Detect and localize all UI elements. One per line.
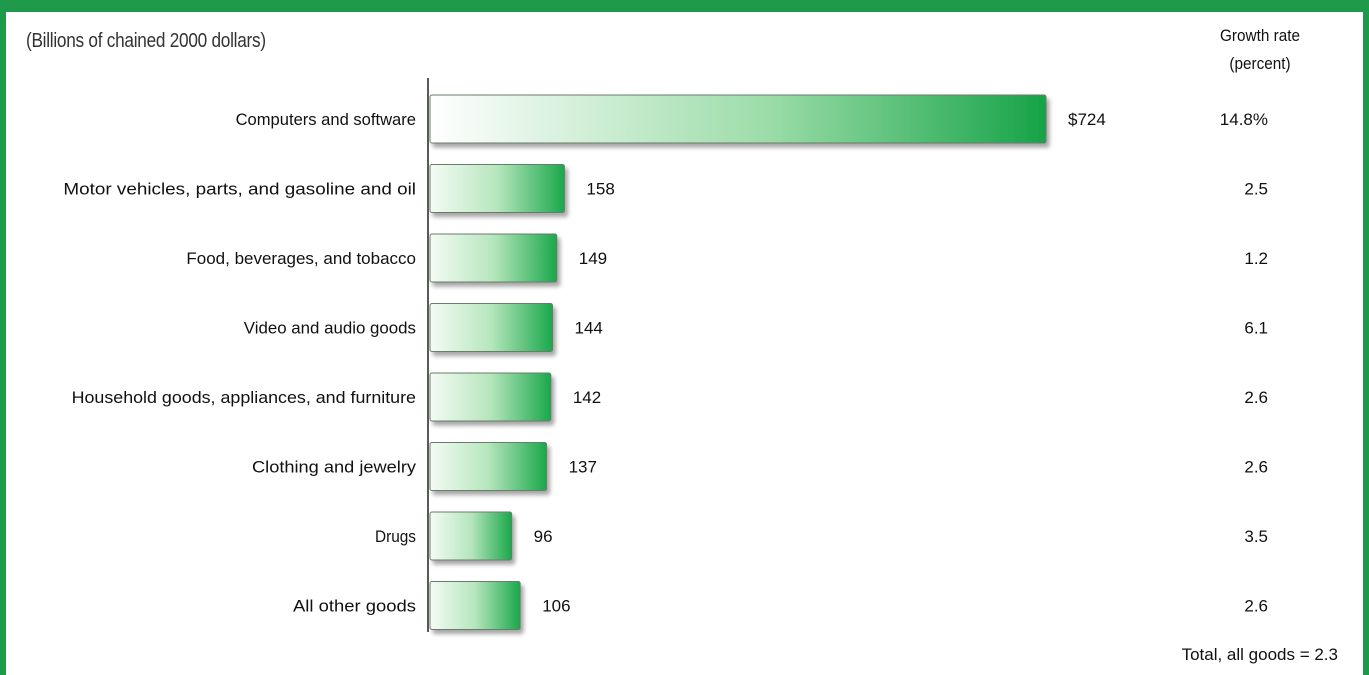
bar-row: Food, beverages, and tobacco 149 1.2: [186, 233, 1268, 283]
growth-rate-header-line2: (percent): [1229, 54, 1291, 73]
growth-rate-label: 3.5: [1244, 527, 1268, 546]
bar-row: All other goods 106 2.6: [293, 581, 1268, 630]
bar: [429, 303, 554, 352]
value-label: $724: [1068, 110, 1106, 129]
value-label: 106: [542, 597, 570, 616]
bar-row: Household goods, appliances, and furnitu…: [72, 372, 1268, 422]
bar-row: Computers and software $724 14.8%: [236, 94, 1268, 144]
bars-layer: Computers and software $724 14.8% Motor veh…: [63, 94, 1268, 630]
category-label: Household goods, appliances, and furnitu…: [72, 388, 416, 407]
growth-rate-label: 2.5: [1244, 180, 1268, 199]
bar-row: Drugs 96 3.5: [375, 511, 1268, 561]
value-label: 149: [579, 249, 607, 268]
growth-rate-label: 2.6: [1244, 388, 1268, 407]
category-label: Clothing and jewelry: [252, 458, 417, 477]
category-label: All other goods: [293, 597, 416, 616]
category-label: Food, beverages, and tobacco: [186, 249, 416, 268]
growth-rate-header: Growth rate (percent): [1188, 22, 1332, 78]
value-label: 137: [569, 458, 597, 477]
category-label: Video and audio goods: [244, 319, 416, 338]
bar-row: Motor vehicles, parts, and gasoline and …: [63, 164, 1268, 213]
growth-rate-label: 6.1: [1244, 319, 1268, 338]
growth-rate-label: 2.6: [1244, 458, 1268, 477]
bar: [429, 164, 565, 213]
unit-label: (Billions of chained 2000 dollars): [26, 30, 266, 52]
bar: [429, 442, 548, 491]
bar: [429, 233, 558, 283]
growth-rate-label: 14.8%: [1220, 110, 1268, 129]
bar-row: Clothing and jewelry 137 2.6: [252, 442, 1268, 491]
top-strip: [0, 0, 1369, 12]
category-label: Drugs: [375, 527, 416, 546]
total-note: Total, all goods = 2.3: [1182, 645, 1338, 664]
value-label: 158: [586, 180, 614, 199]
category-label: Computers and software: [236, 110, 416, 129]
bar: [429, 511, 513, 561]
category-label: Motor vehicles, parts, and gasoline and …: [63, 180, 416, 199]
value-label: 96: [534, 527, 553, 546]
growth-rate-label: 2.6: [1244, 597, 1268, 616]
value-label: 144: [575, 319, 603, 338]
bar: [429, 372, 552, 422]
bar-row: Video and audio goods 144 6.1: [244, 303, 1268, 352]
bar: [429, 581, 521, 630]
value-label: 142: [573, 388, 601, 407]
bar: [429, 94, 1047, 144]
growth-rate-label: 1.2: [1244, 249, 1268, 268]
growth-rate-header-line1: Growth rate: [1220, 26, 1300, 45]
